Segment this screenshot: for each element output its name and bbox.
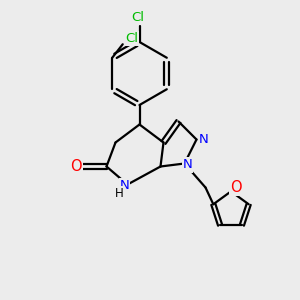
Text: N: N: [199, 133, 209, 146]
Text: N: N: [183, 158, 192, 172]
Text: H: H: [115, 187, 124, 200]
Text: N: N: [120, 178, 129, 192]
Text: O: O: [231, 180, 242, 195]
Text: Cl: Cl: [131, 11, 145, 24]
Text: Cl: Cl: [125, 32, 138, 45]
Text: O: O: [70, 159, 82, 174]
